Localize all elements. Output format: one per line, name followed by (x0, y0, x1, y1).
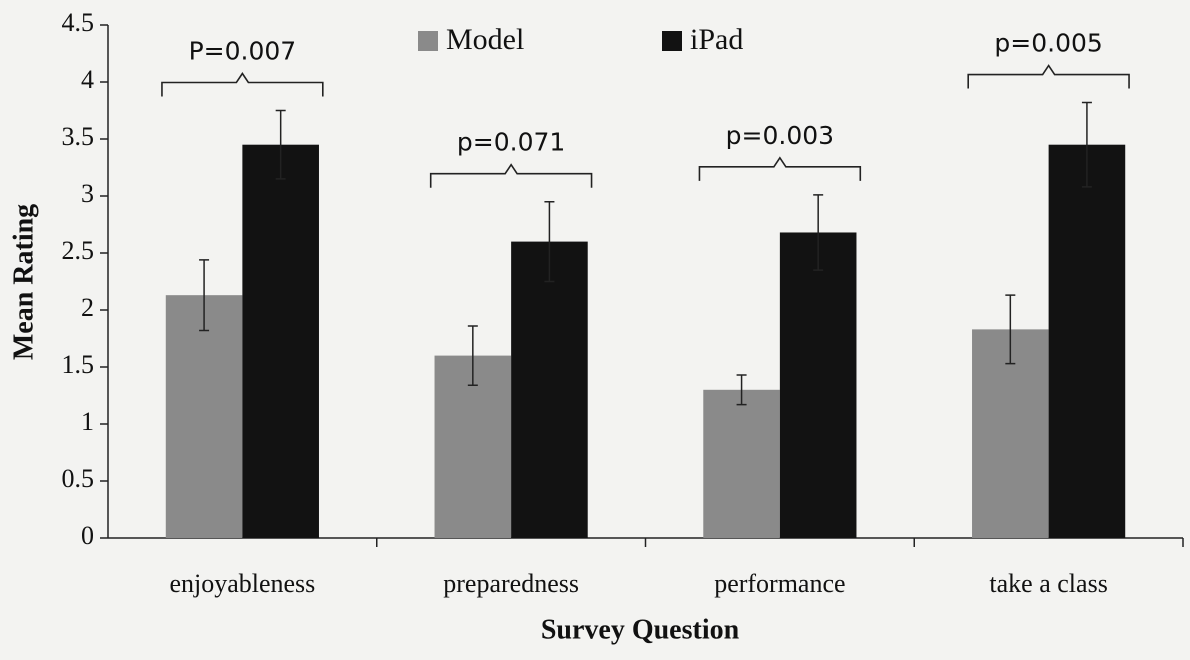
bracket (161, 72, 324, 97)
bar (1048, 144, 1126, 538)
bracket (967, 64, 1130, 89)
y-tick-label: 4.5 (62, 8, 95, 37)
y-tick-label: 1.5 (62, 350, 95, 379)
annotation: p=0.003 (726, 121, 834, 150)
y-tick-label: 3 (81, 179, 94, 208)
y-tick-label: 0.5 (62, 464, 95, 493)
bar (511, 241, 588, 538)
error-bar (1081, 101, 1092, 188)
y-tick-label: 3.5 (62, 122, 95, 151)
annotation: p=0.071 (457, 128, 565, 157)
annotation: P=0.007 (189, 37, 297, 66)
bar (242, 144, 319, 538)
y-tick-label: 2.5 (62, 236, 95, 265)
y-tick-label: 4 (81, 65, 94, 94)
legend-swatch (662, 31, 682, 51)
error-bar (1005, 294, 1016, 365)
error-bar (199, 259, 210, 332)
x-tick-label: enjoyableness (169, 569, 315, 598)
legend-label: iPad (690, 23, 743, 56)
error-bar (467, 325, 478, 386)
x-axis-title: Survey Question (541, 614, 740, 645)
x-tick-label: performance (714, 569, 845, 598)
bar (703, 389, 780, 538)
bracket (698, 156, 862, 181)
error-bar (544, 200, 555, 283)
x-tick-label: preparedness (443, 569, 579, 598)
error-bar (736, 374, 747, 406)
legend-label: Model (446, 23, 524, 56)
error-bar (813, 194, 824, 271)
y-tick-label: 2 (81, 293, 94, 322)
y-tick-label: 1 (81, 407, 94, 436)
bar (165, 295, 243, 538)
x-tick-label: take a class (989, 569, 1107, 598)
legend-swatch (418, 31, 438, 51)
bracket (429, 163, 593, 188)
bar (779, 232, 857, 539)
annotation: p=0.005 (994, 29, 1102, 58)
y-axis-title: Mean Rating (8, 204, 39, 360)
bar (434, 355, 512, 538)
error-bar (275, 109, 286, 180)
y-tick-label: 0 (81, 521, 94, 550)
